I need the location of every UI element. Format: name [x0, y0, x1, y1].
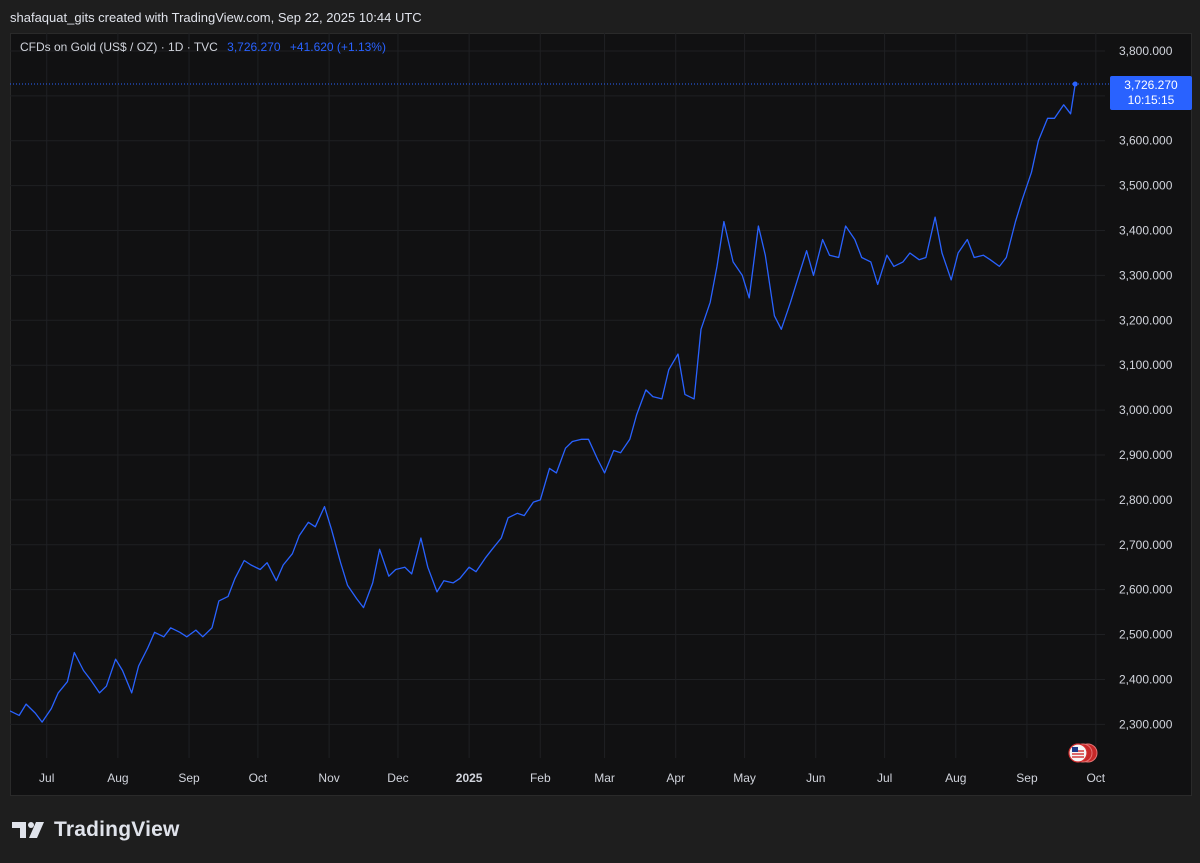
- last-price-tag-time: 10:15:15: [1128, 93, 1175, 107]
- legend-symbol[interactable]: CFDs on Gold (US$ / OZ) · 1D · TVC: [20, 40, 218, 54]
- x-tick-label: Jul: [877, 771, 892, 785]
- x-tick-label: 2025: [456, 771, 483, 785]
- x-tick-label: Sep: [178, 771, 200, 785]
- y-tick-label: 3,800.000: [1119, 44, 1173, 58]
- last-price-tag-bg: [1110, 76, 1192, 111]
- x-tick-label: Feb: [530, 771, 551, 785]
- x-tick-label: May: [733, 771, 756, 785]
- x-tick-label: Dec: [387, 771, 408, 785]
- x-tick-label: Nov: [318, 771, 339, 785]
- y-tick-label: 3,000.000: [1119, 403, 1173, 417]
- chart-grid: [10, 33, 1105, 758]
- series-line-gold: [10, 84, 1076, 723]
- y-tick-label: 2,900.000: [1119, 448, 1173, 462]
- price-chart[interactable]: 2,300.000 2,400.000 2,500.000 2,600.000 2,70…: [10, 33, 1192, 796]
- y-tick-label: 2,400.000: [1119, 672, 1173, 686]
- chart-panel[interactable]: [10, 33, 1192, 796]
- y-tick-label: 3,100.000: [1119, 358, 1173, 372]
- price-axis: 2,300.000 2,400.000 2,500.000 2,600.000 2,70…: [1119, 44, 1173, 731]
- y-tick-label: 3,600.000: [1119, 134, 1173, 148]
- last-price-tag-price: 3,726.270: [1124, 78, 1178, 92]
- y-tick-label: 3,400.000: [1119, 224, 1173, 238]
- y-tick-label: 2,500.000: [1119, 628, 1173, 642]
- last-price-tag: 3,726.270 10:15:15: [1110, 76, 1192, 111]
- x-tick-label: Aug: [945, 771, 966, 785]
- tradingview-logo-icon: [12, 822, 44, 838]
- x-tick-label: Mar: [594, 771, 615, 785]
- y-tick-label: 2,700.000: [1119, 538, 1173, 552]
- x-tick-label: Jul: [39, 771, 54, 785]
- price-line-series: [10, 81, 1078, 723]
- legend-value: 3,726.270: [227, 40, 281, 54]
- x-tick-label: Oct: [249, 771, 268, 785]
- y-tick-label: 3,500.000: [1119, 179, 1173, 193]
- chart-legend: CFDs on Gold (US$ / OZ) · 1D · TVC 3,726…: [20, 38, 386, 56]
- x-tick-label: Sep: [1016, 771, 1038, 785]
- y-tick-label: 2,600.000: [1119, 583, 1173, 597]
- us-flag-icon[interactable]: [1068, 743, 1098, 763]
- x-tick-label: Apr: [666, 771, 685, 785]
- y-tick-label: 2,800.000: [1119, 493, 1173, 507]
- x-tick-label: Jun: [806, 771, 825, 785]
- y-tick-label: 3,200.000: [1119, 313, 1173, 327]
- y-tick-label: 2,300.000: [1119, 717, 1173, 731]
- x-tick-label: Aug: [107, 771, 128, 785]
- y-tick-label: 3,300.000: [1119, 268, 1173, 282]
- chart-attribution: shafaquat_gits created with TradingView.…: [10, 10, 422, 25]
- time-axis: Jul Aug Sep Oct Nov Dec 2025 Feb Mar Apr May Jun Jul…: [39, 771, 1106, 785]
- tradingview-brand[interactable]: TradingView: [12, 816, 180, 844]
- x-tick-label: Oct: [1086, 771, 1105, 785]
- brand-name: TradingView: [54, 818, 180, 841]
- legend-change: +41.620 (+1.13%): [289, 40, 386, 54]
